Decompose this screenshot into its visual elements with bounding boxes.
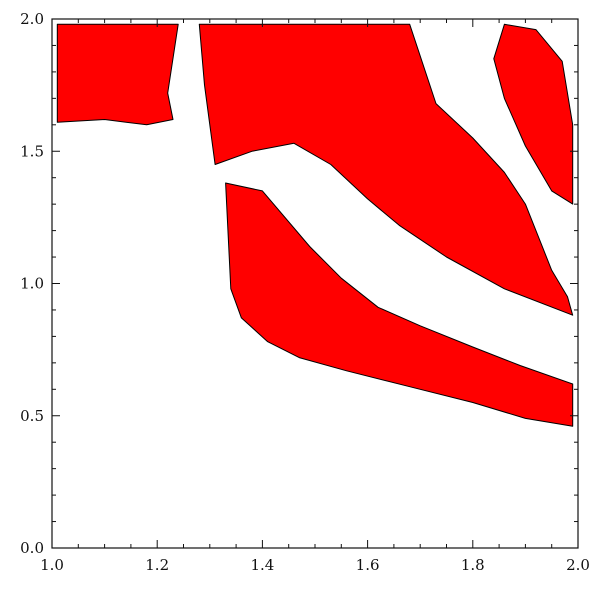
y-tick-label: 1.0 xyxy=(20,275,44,293)
region-1 xyxy=(198,23,574,316)
x-tick-label: 1.2 xyxy=(145,556,169,574)
x-tick-label: 1.4 xyxy=(250,556,274,574)
region-0 xyxy=(56,23,179,126)
x-tick-label: 1.6 xyxy=(356,556,380,574)
axes: 1.0 1.2 1.4 1.6 1.8 2.0 0.0 0.5 1.0 1.5 2.0 xyxy=(20,10,590,574)
x-tick-label: 1.0 xyxy=(40,556,64,574)
plot-area xyxy=(56,23,574,427)
region-3 xyxy=(493,23,574,205)
region-2 xyxy=(225,182,574,427)
y-tick-label: 0.5 xyxy=(20,407,44,425)
y-tick-label: 2.0 xyxy=(20,10,44,28)
x-tick-label: 1.8 xyxy=(461,556,485,574)
x-tick-label: 2.0 xyxy=(566,556,590,574)
y-tick-label: 0.0 xyxy=(20,539,44,557)
y-tick-label: 1.5 xyxy=(20,142,44,160)
